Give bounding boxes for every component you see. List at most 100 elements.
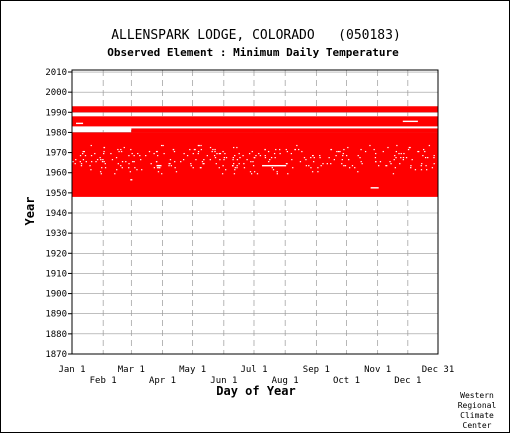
missing-speck — [192, 152, 194, 155]
missing-speck — [72, 161, 74, 163]
missing-speck — [90, 169, 92, 171]
missing-speck — [243, 167, 246, 169]
coverage-block — [131, 128, 439, 133]
missing-speck — [410, 165, 412, 167]
missing-speck — [431, 167, 434, 169]
x-tick-label-upper: Dec 31 — [422, 365, 455, 375]
y-tick-label: 1990 — [45, 108, 67, 118]
x-tick-label-lower: Dec 1 — [394, 376, 421, 386]
missing-speck — [180, 161, 182, 163]
missing-gap — [156, 164, 162, 167]
x-tick-label-upper: Nov 1 — [364, 365, 391, 375]
missing-speck — [145, 154, 147, 157]
y-axis-ticks: 1870 1880 1890 1900 1910 1920 1930 1940 1950 1960… — [45, 68, 72, 360]
missing-speck — [253, 171, 256, 173]
missing-speck — [330, 148, 333, 151]
missing-speck — [264, 148, 266, 151]
missing-speck — [128, 163, 130, 165]
missing-speck — [89, 165, 91, 167]
missing-speck — [308, 165, 310, 167]
missing-speck — [422, 154, 424, 157]
missing-speck — [153, 167, 156, 169]
missing-speck — [303, 157, 306, 159]
missing-speck — [424, 157, 427, 159]
missing-speck — [238, 163, 240, 165]
missing-speck — [101, 161, 104, 163]
missing-speck — [233, 173, 236, 175]
missing-speck — [90, 154, 93, 157]
missing-speck — [103, 152, 105, 155]
missing-speck — [233, 163, 235, 165]
x-tick-label-upper: Sep 1 — [303, 365, 330, 375]
missing-gap — [262, 164, 287, 167]
missing-speck — [75, 159, 77, 161]
missing-speck — [339, 150, 341, 153]
missing-speck — [225, 169, 227, 171]
missing-speck — [243, 163, 245, 165]
missing-speck — [175, 171, 178, 173]
missing-speck — [117, 163, 119, 165]
missing-gap — [402, 120, 418, 123]
missing-speck — [296, 144, 298, 147]
missing-speck — [398, 152, 400, 155]
missing-speck — [195, 159, 197, 161]
missing-speck — [194, 148, 196, 151]
missing-speck — [221, 173, 224, 175]
missing-speck — [250, 161, 252, 163]
missing-speck — [141, 169, 143, 171]
missing-speck — [322, 163, 324, 165]
missing-speck — [128, 154, 130, 157]
missing-speck — [253, 157, 255, 159]
grid — [72, 70, 438, 355]
missing-speck — [264, 154, 266, 157]
missing-speck — [408, 146, 410, 149]
missing-speck — [218, 167, 220, 169]
missing-speck — [160, 144, 163, 147]
credit-line-1: Western — [460, 391, 494, 400]
missing-speck — [206, 154, 208, 157]
missing-speck — [351, 165, 354, 167]
y-tick-label: 1920 — [45, 249, 67, 259]
missing-speck — [328, 157, 330, 159]
missing-speck — [399, 163, 401, 165]
missing-speck — [291, 159, 293, 161]
missing-speck — [103, 146, 105, 149]
missing-speck — [341, 159, 343, 161]
missing-speck — [116, 169, 118, 171]
x-tick-label-upper: Jan 1 — [58, 365, 85, 375]
missing-speck — [110, 152, 112, 155]
missing-speck — [255, 154, 257, 157]
missing-speck — [201, 161, 204, 163]
missing-speck — [357, 171, 359, 173]
missing-speck — [148, 150, 151, 153]
missing-speck — [395, 150, 398, 153]
missing-speck — [236, 159, 239, 161]
missing-speck — [357, 154, 359, 157]
missing-speck — [425, 165, 427, 167]
missing-speck — [84, 154, 87, 157]
missing-speck — [390, 163, 392, 165]
missing-speck — [157, 171, 160, 173]
missing-speck — [118, 150, 120, 153]
y-tick-label: 1880 — [45, 330, 67, 340]
missing-speck — [79, 154, 82, 157]
missing-speck — [330, 163, 332, 165]
missing-speck — [120, 165, 122, 167]
missing-speck — [216, 152, 218, 155]
missing-speck — [197, 144, 200, 147]
missing-speck — [385, 165, 387, 167]
y-axis-label: Year — [23, 197, 37, 226]
missing-speck — [433, 163, 435, 165]
missing-speck — [223, 159, 225, 161]
missing-speck — [232, 157, 234, 159]
missing-speck — [319, 157, 321, 159]
missing-speck — [271, 167, 273, 169]
missing-speck — [169, 163, 171, 165]
missing-speck — [301, 150, 303, 153]
missing-speck — [382, 150, 384, 153]
missing-speck — [373, 148, 375, 151]
missing-speck — [311, 171, 314, 173]
missing-speck — [131, 152, 133, 155]
